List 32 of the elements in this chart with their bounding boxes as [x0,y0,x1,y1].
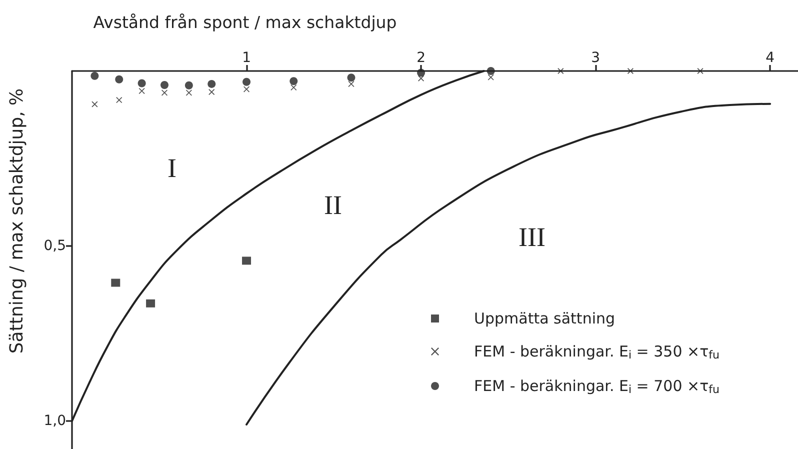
point [116,97,122,104]
x-tick-label: 2 [416,50,426,66]
point [417,68,426,77]
point [242,78,251,86]
annotation: II [324,190,342,220]
point [115,75,124,84]
point [90,72,99,80]
x-tick-label: 3 [591,50,600,66]
y-tick-label: 0,5 [44,238,66,254]
point [290,84,297,90]
point [146,299,156,308]
annotation: I [168,153,176,183]
point [208,80,216,88]
point [488,74,494,80]
legend-label: Uppmätta sättning [474,310,616,328]
y-axis-title: Sättning / max schaktdjup, % [6,88,28,354]
point [627,68,634,74]
point [160,81,168,89]
point [92,101,98,108]
y-tick-label: 1,0 [44,413,66,429]
line-series [246,102,772,426]
x-axis-title: Avstånd från spont / max schaktdjup [93,13,397,32]
point [184,81,193,90]
point [138,79,146,88]
x-tick-label: 1 [242,50,251,66]
point [347,74,356,82]
point [290,77,298,86]
x-tick-label: 4 [766,50,775,66]
point [486,67,495,75]
point [242,256,252,265]
annotation: III [518,222,546,252]
point [111,278,120,287]
